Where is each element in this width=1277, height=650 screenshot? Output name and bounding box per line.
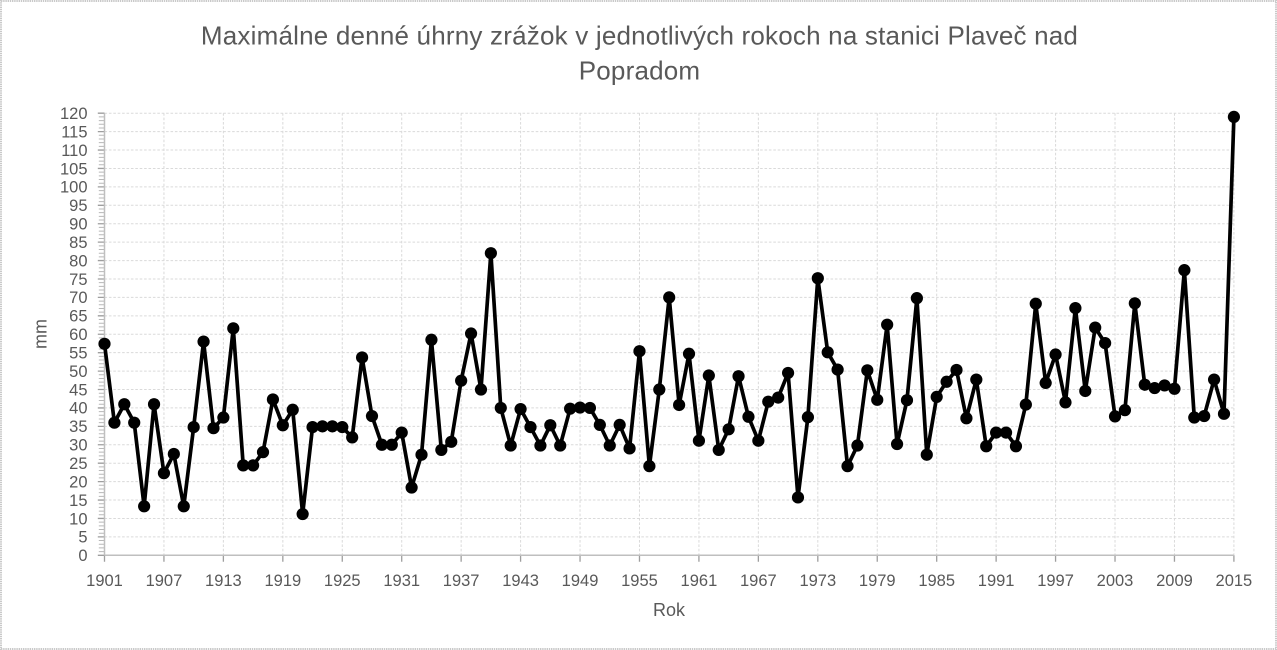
svg-text:25: 25 [69, 455, 87, 473]
svg-text:1901: 1901 [86, 572, 123, 590]
svg-text:60: 60 [69, 326, 87, 344]
svg-text:1949: 1949 [562, 572, 599, 590]
svg-text:65: 65 [69, 308, 87, 326]
svg-text:75: 75 [69, 271, 87, 289]
svg-text:1919: 1919 [264, 572, 301, 590]
svg-text:120: 120 [60, 105, 88, 123]
svg-text:30: 30 [69, 437, 87, 455]
svg-text:100: 100 [60, 179, 88, 197]
svg-text:1913: 1913 [205, 572, 242, 590]
svg-text:1997: 1997 [1037, 572, 1074, 590]
svg-text:90: 90 [69, 216, 87, 234]
svg-text:105: 105 [60, 160, 88, 178]
svg-text:55: 55 [69, 344, 87, 362]
svg-text:40: 40 [69, 400, 87, 418]
svg-text:1943: 1943 [502, 572, 539, 590]
svg-text:10: 10 [69, 510, 87, 528]
svg-text:1955: 1955 [621, 572, 658, 590]
svg-text:1991: 1991 [978, 572, 1015, 590]
svg-text:2015: 2015 [1216, 572, 1253, 590]
svg-text:1937: 1937 [443, 572, 480, 590]
svg-text:20: 20 [69, 473, 87, 491]
svg-text:95: 95 [69, 197, 87, 215]
svg-text:85: 85 [69, 234, 87, 252]
svg-text:1925: 1925 [324, 572, 361, 590]
svg-text:70: 70 [69, 289, 87, 307]
svg-text:1931: 1931 [383, 572, 420, 590]
svg-text:110: 110 [61, 142, 87, 160]
svg-text:1973: 1973 [799, 572, 836, 590]
svg-text:35: 35 [69, 418, 87, 436]
svg-text:1961: 1961 [681, 572, 718, 590]
svg-text:1907: 1907 [146, 572, 183, 590]
svg-text:5: 5 [78, 529, 87, 547]
svg-text:80: 80 [69, 252, 87, 270]
svg-text:Maximálne denné úhrny zrážok v: Maximálne denné úhrny zrážok v jednotliv… [201, 21, 1078, 51]
svg-text:1967: 1967 [740, 572, 777, 590]
svg-text:0: 0 [78, 547, 87, 565]
svg-text:15: 15 [69, 492, 87, 510]
svg-text:mm: mm [31, 319, 51, 349]
svg-text:45: 45 [69, 381, 87, 399]
svg-text:1979: 1979 [859, 572, 896, 590]
svg-text:2009: 2009 [1156, 572, 1193, 590]
svg-text:Popradom: Popradom [579, 56, 701, 86]
svg-text:1985: 1985 [918, 572, 955, 590]
svg-text:Rok: Rok [653, 600, 686, 620]
svg-text:115: 115 [61, 123, 87, 141]
svg-text:50: 50 [69, 363, 87, 381]
svg-text:2003: 2003 [1097, 572, 1134, 590]
